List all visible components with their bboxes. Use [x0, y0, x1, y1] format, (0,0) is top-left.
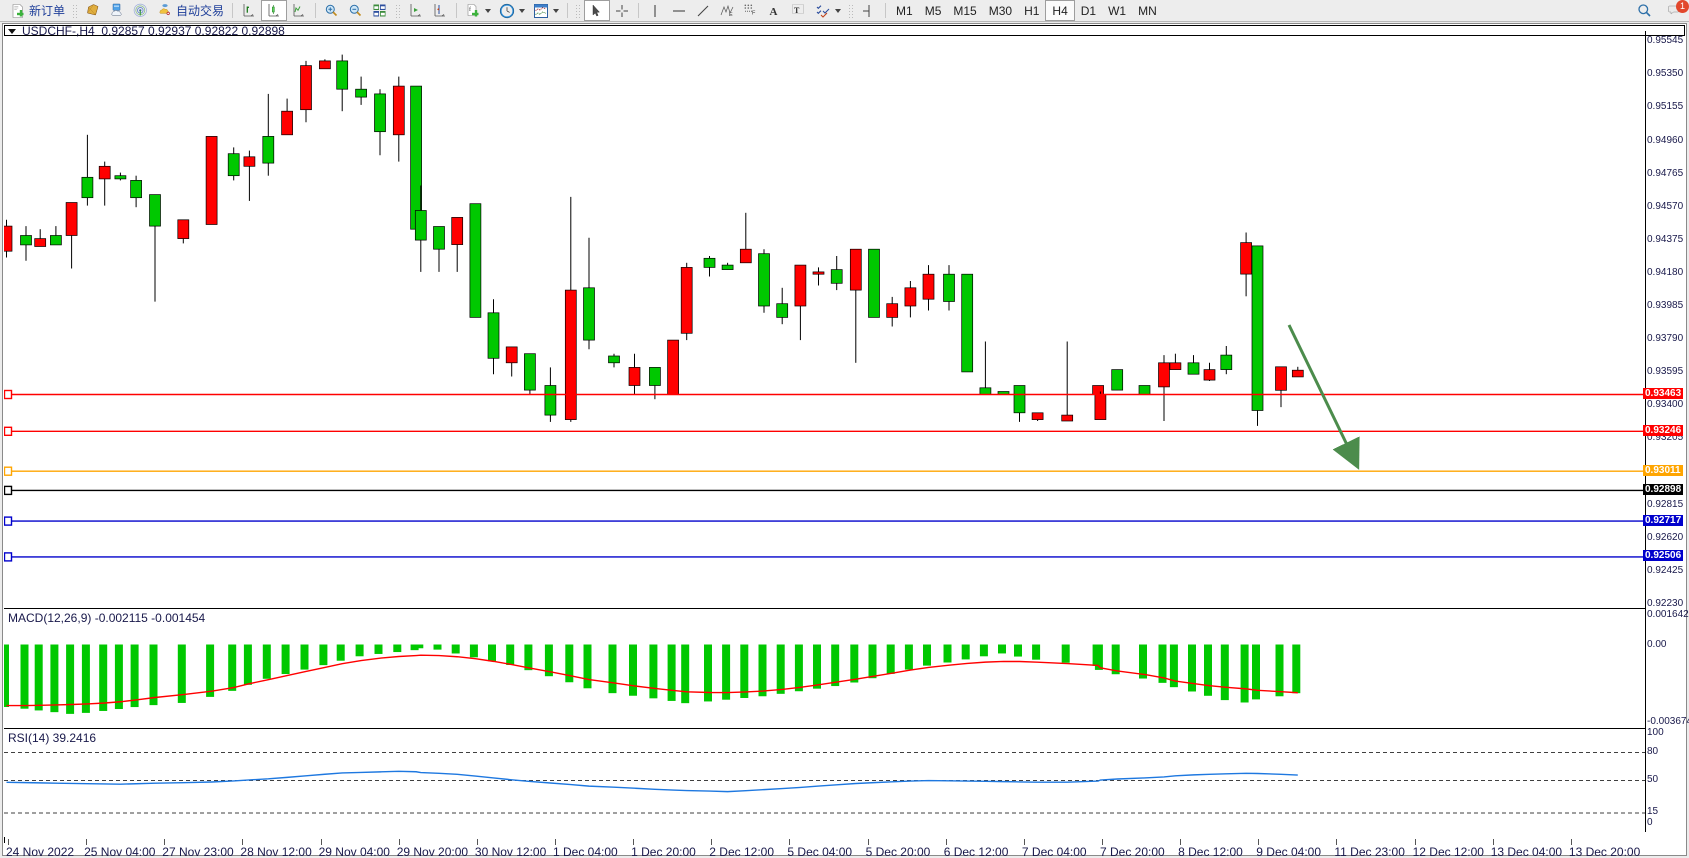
svg-text:f: f: [469, 6, 471, 13]
svg-text:E: E: [729, 12, 733, 18]
svg-text:T: T: [794, 6, 800, 15]
svg-text:A: A: [770, 6, 778, 18]
svg-text:F: F: [752, 10, 756, 16]
